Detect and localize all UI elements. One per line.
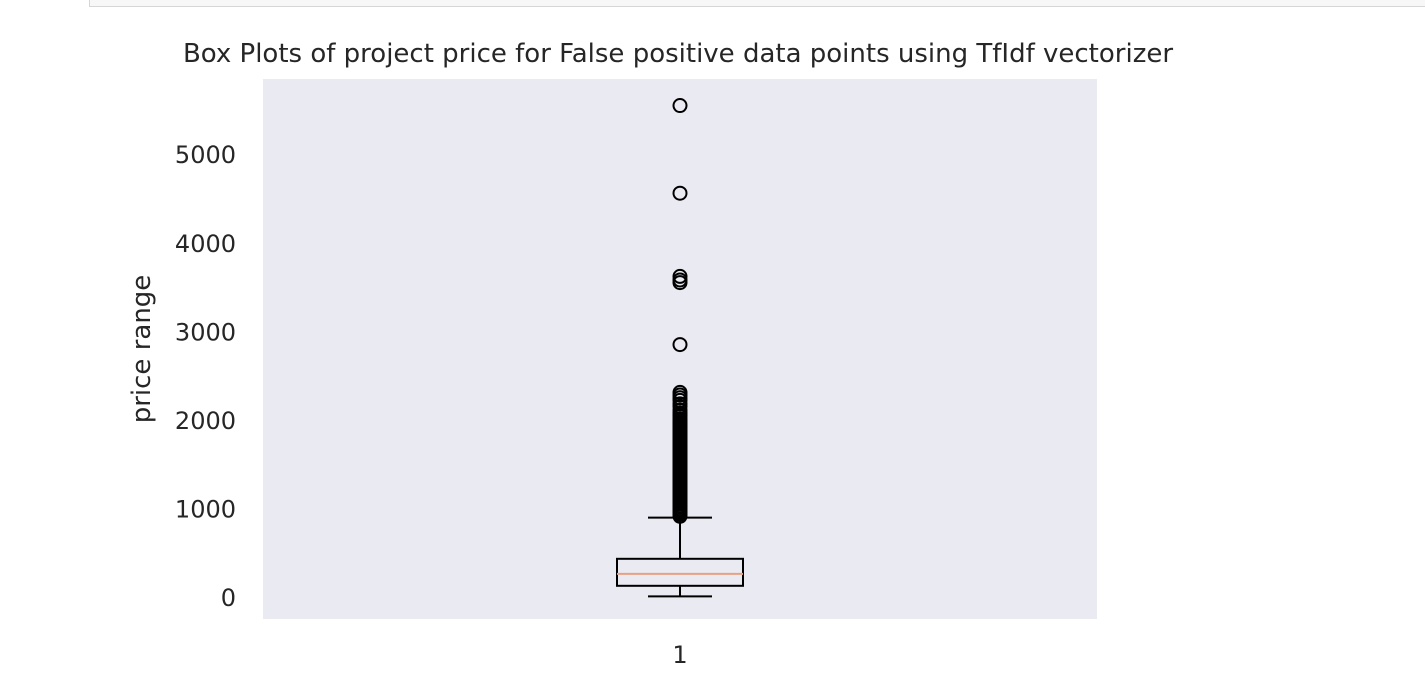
- notebook-cell-edge: [89, 0, 1425, 7]
- y-tick-label: 3000: [175, 318, 236, 346]
- outlier-point: [672, 508, 688, 524]
- y-tick-label: 0: [221, 584, 236, 612]
- interquartile-box: [616, 557, 744, 587]
- y-axis-ticks: 0 1000 2000 3000 4000 5000: [175, 141, 236, 612]
- y-tick-label: 4000: [175, 230, 236, 258]
- x-tick-label: 1: [672, 641, 687, 669]
- outlier-point: [672, 98, 688, 114]
- x-axis-ticks: 1: [672, 641, 687, 669]
- box-plot: [616, 98, 744, 598]
- outlier-point: [672, 275, 688, 291]
- chart-title: Box Plots of project price for False pos…: [183, 39, 1173, 69]
- y-tick-label: 2000: [175, 407, 236, 435]
- y-tick-label: 5000: [175, 141, 236, 169]
- y-tick-label: 1000: [175, 495, 236, 523]
- outlier-point: [672, 185, 688, 201]
- outlier-point: [672, 337, 688, 353]
- y-axis-label: price range: [127, 275, 157, 424]
